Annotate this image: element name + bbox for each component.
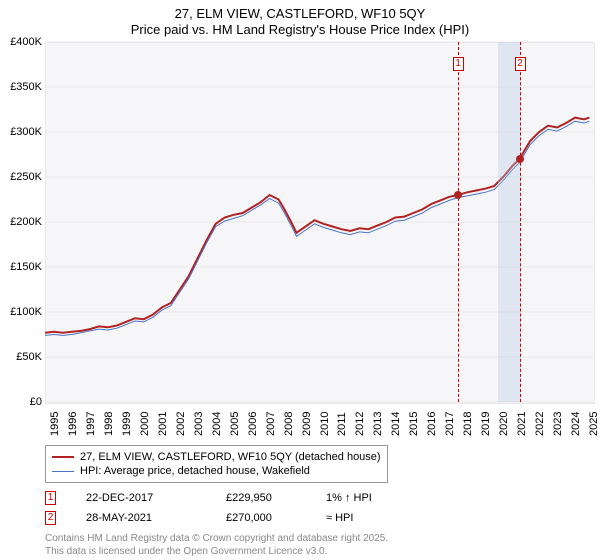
detail-pct: ≈ HPI bbox=[326, 512, 416, 524]
legend-label: HPI: Average price, detached house, Wake… bbox=[80, 465, 310, 477]
footer-attribution: Contains HM Land Registry data © Crown c… bbox=[45, 532, 388, 558]
legend-item: 27, ELM VIEW, CASTLEFORD, WF10 5QY (deta… bbox=[52, 450, 381, 464]
legend-label: 27, ELM VIEW, CASTLEFORD, WF10 5QY (deta… bbox=[80, 451, 381, 463]
detail-price: £270,000 bbox=[226, 512, 296, 524]
chart-container: 27, ELM VIEW, CASTLEFORD, WF10 5QY Price… bbox=[0, 0, 600, 560]
event-dot bbox=[454, 191, 462, 199]
event-marker: 1 bbox=[453, 57, 464, 71]
detail-row: 1 22-DEC-2017 £229,950 1% ↑ HPI bbox=[45, 488, 416, 508]
footer-line-1: Contains HM Land Registry data © Crown c… bbox=[45, 532, 388, 545]
legend-swatch bbox=[52, 471, 74, 472]
transaction-details: 1 22-DEC-2017 £229,950 1% ↑ HPI 2 28-MAY-2021… bbox=[45, 488, 416, 528]
detail-row: 2 28-MAY-2021 £270,000 ≈ HPI bbox=[45, 508, 416, 528]
detail-date: 28-MAY-2021 bbox=[86, 512, 196, 524]
detail-pct: 1% ↑ HPI bbox=[326, 492, 416, 504]
legend-item: HPI: Average price, detached house, Wake… bbox=[52, 464, 381, 478]
detail-marker: 2 bbox=[45, 511, 56, 525]
footer-line-2: This data is licensed under the Open Gov… bbox=[45, 545, 388, 558]
legend: 27, ELM VIEW, CASTLEFORD, WF10 5QY (deta… bbox=[45, 445, 388, 483]
legend-swatch bbox=[52, 456, 74, 458]
detail-price: £229,950 bbox=[226, 492, 296, 504]
event-dot bbox=[516, 155, 524, 163]
highlight-band bbox=[498, 42, 521, 402]
event-marker: 2 bbox=[515, 57, 526, 71]
detail-marker: 1 bbox=[45, 491, 56, 505]
detail-date: 22-DEC-2017 bbox=[86, 492, 196, 504]
event-vline bbox=[520, 42, 521, 402]
event-vline bbox=[458, 42, 459, 402]
